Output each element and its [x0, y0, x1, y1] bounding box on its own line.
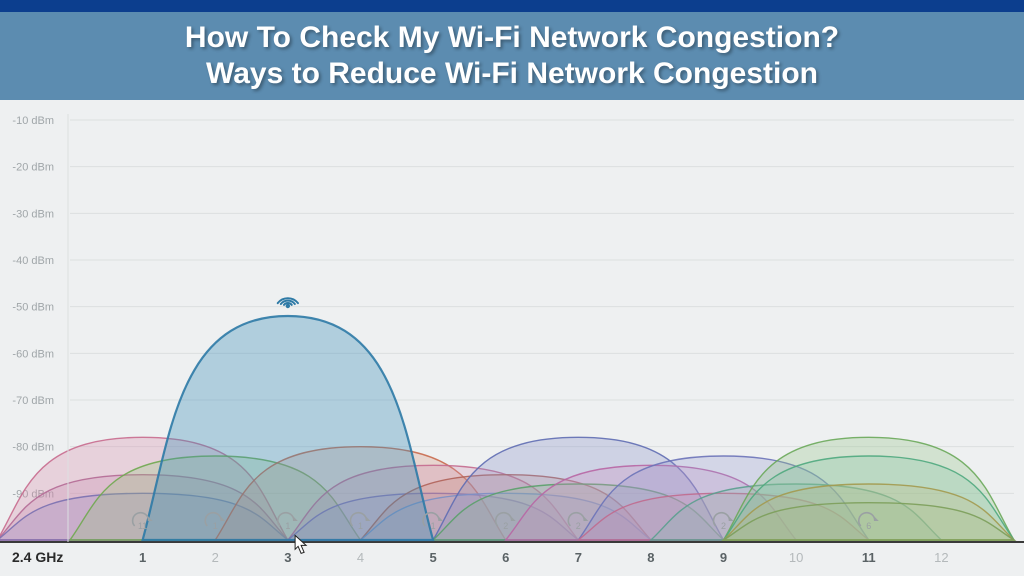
svg-text:-10 dBm: -10 dBm: [12, 115, 54, 127]
svg-text:-20 dBm: -20 dBm: [12, 162, 54, 174]
title-line-1: How To Check My Wi-Fi Network Congestion…: [185, 20, 839, 56]
svg-text:-60 dBm: -60 dBm: [12, 348, 54, 360]
svg-text:-50 dBm: -50 dBm: [12, 302, 54, 314]
svg-text:1: 1: [139, 550, 146, 565]
svg-text:3: 3: [284, 550, 291, 565]
svg-text:1: 1: [213, 521, 218, 531]
svg-text:11: 11: [138, 521, 147, 531]
svg-text:-80 dBm: -80 dBm: [12, 442, 54, 454]
svg-text:9: 9: [720, 550, 727, 565]
svg-text:11: 11: [862, 550, 876, 565]
wifi-spectrum-chart: -10 dBm -20 dBm -30 dBm -40 dBm -50 dBm -60 d…: [0, 100, 1024, 576]
svg-text:-40 dBm: -40 dBm: [12, 255, 54, 267]
title-band: How To Check My Wi-Fi Network Congestion…: [0, 0, 1024, 100]
svg-text:1: 1: [358, 521, 363, 531]
svg-text:2: 2: [576, 521, 581, 531]
svg-text:4: 4: [357, 550, 364, 565]
svg-text:2: 2: [721, 521, 726, 531]
svg-text:2.4 GHz: 2.4 GHz: [12, 549, 63, 565]
svg-text:10: 10: [789, 550, 803, 565]
svg-text:7: 7: [575, 550, 582, 565]
svg-text:8: 8: [647, 550, 654, 565]
svg-text:2: 2: [503, 521, 508, 531]
svg-text:6: 6: [866, 521, 871, 531]
svg-text:-30 dBm: -30 dBm: [12, 208, 54, 220]
svg-text:2: 2: [212, 550, 219, 565]
title-line-2: Ways to Reduce Wi-Fi Network Congestion: [206, 56, 818, 92]
svg-text:1: 1: [431, 521, 436, 531]
svg-text:6: 6: [502, 550, 509, 565]
svg-text:12: 12: [934, 550, 948, 565]
svg-text:1: 1: [285, 521, 290, 531]
svg-text:-70 dBm: -70 dBm: [12, 395, 54, 407]
svg-text:5: 5: [429, 550, 436, 565]
